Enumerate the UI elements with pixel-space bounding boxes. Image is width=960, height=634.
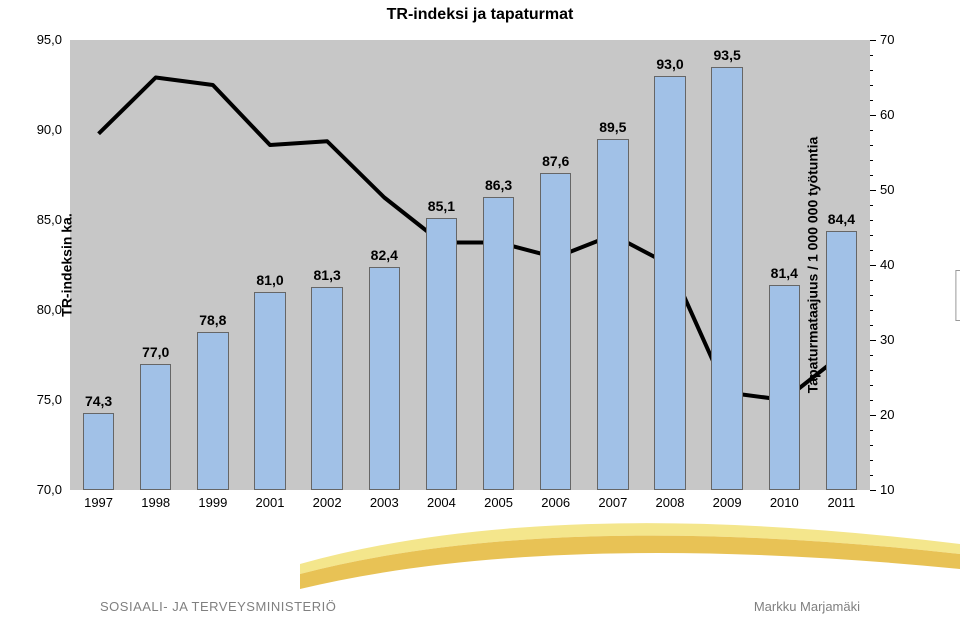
y-right-tick-label: 40 (880, 257, 920, 272)
x-tick-label: 2001 (256, 495, 285, 510)
y-right-tick (870, 295, 873, 296)
x-tick-label: 2003 (370, 495, 399, 510)
y-right-tick (870, 415, 876, 416)
x-tick-label: 1998 (141, 495, 170, 510)
y-right-tick (870, 85, 873, 86)
bar (197, 332, 228, 490)
y-right-tick (870, 100, 873, 101)
y-right-tick (870, 385, 873, 386)
bar-value-label: 81,3 (314, 267, 341, 283)
y-right-tick (870, 190, 876, 191)
y-right-tick (870, 355, 873, 356)
bar-value-label: 86,3 (485, 177, 512, 193)
footer-org: SOSIAALI- JA TERVEYSMINISTERIÖ (100, 599, 336, 614)
y-right-tick (870, 160, 873, 161)
bar (311, 287, 342, 490)
y-right-tick (870, 325, 873, 326)
bar (426, 218, 457, 490)
y-right-tick-label: 70 (880, 32, 920, 47)
y-right-tick (870, 145, 873, 146)
y-right-tick (870, 40, 876, 41)
y-right-tick (870, 235, 873, 236)
x-tick-label: 2011 (827, 495, 855, 510)
bar (369, 267, 400, 490)
y-right-tick (870, 115, 876, 116)
y-left-tick-label: 85,0 (22, 212, 62, 227)
y-right-tick (870, 130, 873, 131)
bar (711, 67, 742, 490)
bar-value-label: 77,0 (142, 344, 169, 360)
bar (826, 231, 857, 490)
y-right-tick (870, 310, 873, 311)
bar (654, 76, 685, 490)
x-tick-label: 2007 (598, 495, 627, 510)
y-right-tick (870, 460, 873, 461)
line-series (70, 40, 870, 490)
bar-value-label: 81,4 (771, 265, 798, 281)
bar-value-label: 89,5 (599, 119, 626, 135)
y-right-tick-label: 30 (880, 332, 920, 347)
x-tick-label: 2006 (541, 495, 570, 510)
bar (769, 285, 800, 490)
y-right-tick (870, 250, 873, 251)
bar (597, 139, 628, 490)
y-right-tick (870, 400, 873, 401)
y-right-tick (870, 490, 876, 491)
x-tick-label: 1997 (84, 495, 113, 510)
y-right-tick (870, 55, 873, 56)
x-tick-label: 2009 (713, 495, 742, 510)
y-right-tick (870, 280, 873, 281)
y-right-tick (870, 265, 876, 266)
chart-title: TR-indeksi ja tapaturmat (0, 6, 960, 24)
bar-value-label: 74,3 (85, 393, 112, 409)
chart-container: TR-indeksin ka. Tapaturmataajuus / 1 000… (70, 40, 870, 490)
y-left-tick-label: 75,0 (22, 392, 62, 407)
bar (83, 413, 114, 490)
bar-value-label: 81,0 (256, 272, 283, 288)
x-tick-label: 1999 (198, 495, 227, 510)
bar-value-label: 84,4 (828, 211, 855, 227)
y-right-tick-label: 20 (880, 407, 920, 422)
bar (540, 173, 571, 490)
bar-value-label: 82,4 (371, 247, 398, 263)
y-right-tick-label: 60 (880, 107, 920, 122)
y-right-tick (870, 340, 876, 341)
y-right-tick (870, 220, 873, 221)
y-right-tick (870, 430, 873, 431)
bar-value-label: 87,6 (542, 153, 569, 169)
legend: TR-indeksi Tapaturmataajuus (955, 270, 960, 321)
x-tick-label: 2004 (427, 495, 456, 510)
y-right-tick (870, 445, 873, 446)
bar-value-label: 93,0 (656, 56, 683, 72)
bar-value-label: 78,8 (199, 312, 226, 328)
y-right-tick (870, 175, 873, 176)
y-right-tick (870, 475, 873, 476)
y-right-tick (870, 370, 873, 371)
y-left-tick-label: 95,0 (22, 32, 62, 47)
bar-value-label: 85,1 (428, 198, 455, 214)
x-tick-label: 2005 (484, 495, 513, 510)
footer-author: Markku Marjamäki (754, 599, 860, 614)
y-left-tick-label: 80,0 (22, 302, 62, 317)
y-right-tick (870, 70, 873, 71)
y-right-tick-label: 50 (880, 182, 920, 197)
bar (483, 197, 514, 490)
y-left-tick-label: 70,0 (22, 482, 62, 497)
y-right-tick-label: 10 (880, 482, 920, 497)
bar (140, 364, 171, 490)
y-left-tick-label: 90,0 (22, 122, 62, 137)
x-tick-label: 2002 (313, 495, 342, 510)
x-tick-label: 2010 (770, 495, 799, 510)
y-right-tick (870, 205, 873, 206)
x-tick-label: 2008 (656, 495, 685, 510)
bar (254, 292, 285, 490)
bar-value-label: 93,5 (714, 47, 741, 63)
